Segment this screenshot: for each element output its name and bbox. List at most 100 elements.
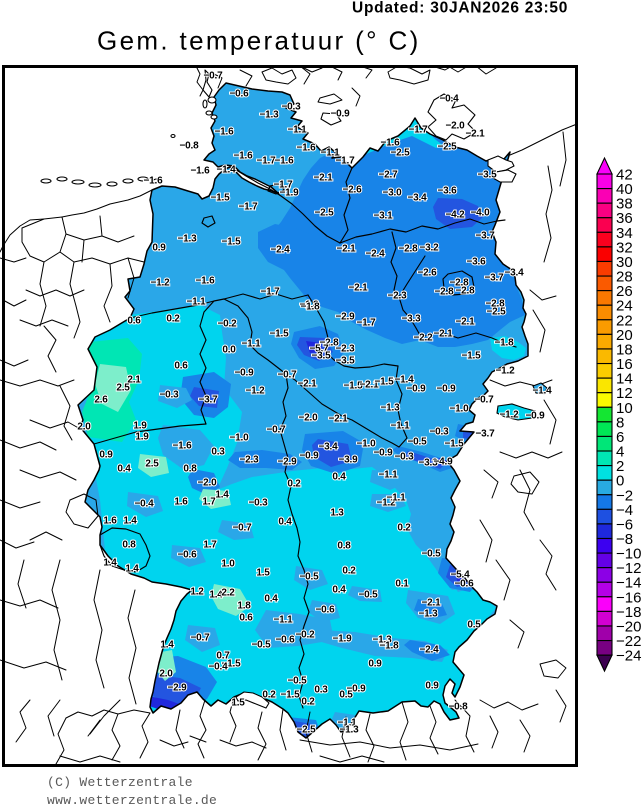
svg-text:−0.2: −0.2	[296, 630, 316, 641]
svg-text:18: 18	[616, 341, 633, 358]
svg-text:−1.5: −1.5	[270, 329, 290, 340]
svg-text:−0.9: −0.9	[437, 384, 457, 395]
svg-text:−0.5: −0.5	[408, 437, 428, 448]
svg-text:−24: −24	[616, 648, 641, 665]
svg-text:−3.7: −3.7	[199, 395, 219, 406]
svg-text:−0.5: −0.5	[359, 590, 379, 601]
svg-text:30: 30	[616, 254, 633, 271]
svg-text:16: 16	[616, 356, 633, 373]
svg-text:−3.0: −3.0	[383, 188, 403, 199]
svg-text:−2.8: −2.8	[486, 299, 506, 310]
svg-text:40: 40	[616, 181, 633, 198]
svg-text:−2.1: −2.1	[434, 329, 454, 340]
svg-text:26: 26	[616, 283, 633, 300]
svg-text:−1.6: −1.6	[234, 151, 254, 162]
svg-text:−2.1: −2.1	[422, 598, 442, 609]
svg-text:−0.5: −0.5	[300, 572, 320, 583]
svg-text:−3.5: −3.5	[312, 351, 332, 362]
svg-text:0.4: 0.4	[117, 464, 131, 475]
svg-text:0.4: 0.4	[332, 472, 346, 483]
svg-text:−20: −20	[616, 618, 641, 635]
svg-text:0.9: 0.9	[425, 681, 439, 692]
svg-text:−3.6: −3.6	[467, 257, 487, 268]
svg-text:2.0: 2.0	[159, 669, 173, 680]
svg-text:−2.0: −2.0	[446, 121, 466, 132]
svg-text:1.3: 1.3	[330, 508, 344, 519]
svg-text:0.3: 0.3	[314, 685, 328, 696]
svg-text:−2.1: −2.1	[329, 414, 349, 425]
svg-text:0.4: 0.4	[264, 594, 278, 605]
svg-text:−3.7: −3.7	[485, 273, 505, 284]
svg-text:0.8: 0.8	[183, 464, 197, 475]
svg-text:−0.9: −0.9	[526, 411, 546, 422]
svg-text:−2.4: −2.4	[271, 245, 291, 256]
svg-text:−0.9: −0.9	[235, 368, 255, 379]
svg-text:0.0: 0.0	[222, 345, 236, 356]
svg-text:−0.4: −0.4	[209, 662, 229, 673]
svg-text:−2.5: −2.5	[438, 142, 458, 153]
svg-text:0.6: 0.6	[127, 316, 141, 327]
svg-text:−1.3: −1.3	[260, 110, 280, 121]
svg-text:−2.9: −2.9	[336, 312, 356, 323]
svg-text:−1.6: −1.6	[191, 166, 211, 177]
svg-text:−2.1: −2.1	[456, 317, 476, 328]
svg-text:12: 12	[616, 385, 633, 402]
svg-text:−1.0: −1.0	[450, 404, 470, 415]
svg-text:0.4: 0.4	[332, 585, 346, 596]
svg-text:−1.7: −1.7	[274, 180, 294, 191]
svg-text:−1.2: −1.2	[151, 278, 171, 289]
svg-text:−0.8: −0.8	[449, 702, 469, 713]
svg-text:−0.7: −0.7	[204, 71, 224, 82]
svg-text:22: 22	[616, 312, 633, 329]
svg-text:−1.7: −1.7	[357, 318, 377, 329]
svg-text:0.2: 0.2	[397, 523, 411, 534]
svg-text:−3.7: −3.7	[476, 429, 496, 440]
svg-text:−0.9: −0.9	[347, 684, 367, 695]
svg-text:(C) Wetterzentrale: (C) Wetterzentrale	[47, 775, 193, 790]
svg-text:32: 32	[616, 239, 633, 256]
svg-text:−2.6: −2.6	[343, 185, 363, 196]
svg-text:−2.0: −2.0	[198, 478, 218, 489]
svg-text:−2.5: −2.5	[391, 148, 411, 159]
svg-text:−2.4: −2.4	[420, 645, 440, 656]
svg-text:−0.6: −0.6	[178, 550, 198, 561]
svg-text:−1.5: −1.5	[222, 237, 242, 248]
svg-text:−1.5: −1.5	[344, 381, 364, 392]
svg-text:−1.3: −1.3	[178, 234, 198, 245]
svg-text:4: 4	[616, 444, 624, 461]
svg-text:−1.5: −1.5	[211, 193, 231, 204]
svg-text:−14: −14	[616, 575, 641, 592]
svg-text:−4.0: −4.0	[471, 208, 491, 219]
svg-text:−22: −22	[616, 633, 641, 650]
svg-text:1.7: 1.7	[203, 540, 217, 551]
svg-text:38: 38	[616, 196, 633, 213]
svg-text:−1.6: −1.6	[381, 138, 401, 149]
svg-text:−1.3: −1.3	[381, 403, 401, 414]
svg-text:10: 10	[616, 400, 633, 417]
svg-text:−1.5: −1.5	[281, 690, 301, 701]
svg-text:−12: −12	[616, 560, 641, 577]
svg-text:1.5: 1.5	[256, 568, 270, 579]
svg-text:−3.1: −3.1	[374, 211, 394, 222]
svg-text:−1.8: −1.8	[495, 338, 515, 349]
svg-text:1.4: 1.4	[209, 590, 223, 601]
svg-text:−0.9: −0.9	[300, 451, 320, 462]
svg-text:−0.6: −0.6	[276, 635, 296, 646]
svg-text:−2.7: −2.7	[379, 170, 399, 181]
svg-text:−0.7: −0.7	[267, 425, 287, 436]
svg-text:0.9: 0.9	[368, 659, 382, 670]
svg-text:−1.8: −1.8	[300, 300, 320, 311]
svg-text:−1.3: −1.3	[419, 609, 439, 620]
svg-text:0.6: 0.6	[174, 361, 188, 372]
svg-text:−16: −16	[616, 589, 641, 606]
svg-text:−2.1: −2.1	[314, 173, 334, 184]
svg-text:−3.2: −3.2	[420, 243, 440, 254]
svg-text:−1.9: −1.9	[333, 634, 353, 645]
svg-text:0.6: 0.6	[239, 613, 253, 624]
svg-text:−1.7: −1.7	[261, 287, 281, 298]
svg-text:2.5: 2.5	[145, 459, 159, 470]
svg-text:−2.1: −2.1	[349, 283, 369, 294]
svg-text:−3.5: −3.5	[336, 356, 356, 367]
svg-text:−0.7: −0.7	[191, 633, 211, 644]
svg-text:−3.4: −3.4	[319, 442, 339, 453]
